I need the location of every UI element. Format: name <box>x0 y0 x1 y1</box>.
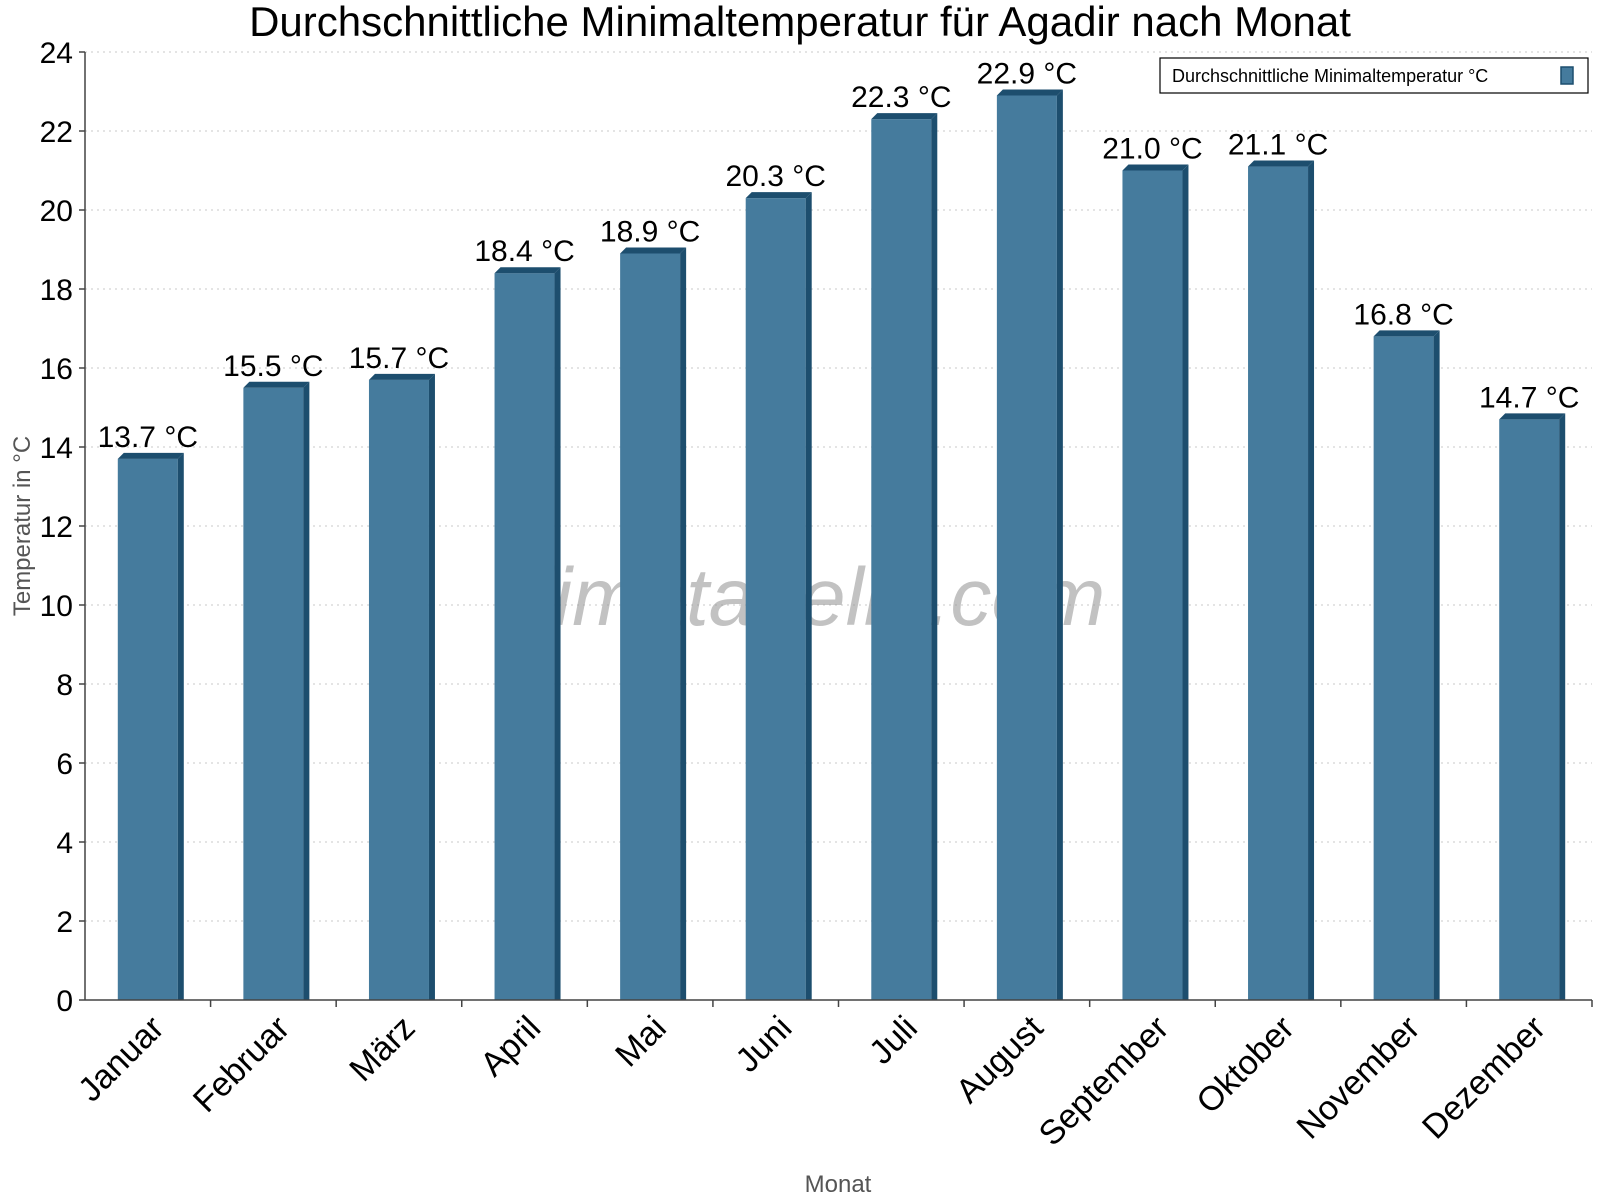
legend: Durchschnittliche Minimaltemperatur °C <box>1159 57 1589 94</box>
data-labels: 13.7 °C 15.5 °C 15.7 °C 18.4 °C 18.9 °C 20.3 … <box>98 57 1580 453</box>
y-tick-label: 24 <box>40 37 73 70</box>
bar-top-face <box>1248 160 1315 167</box>
bar-side-face <box>1559 413 1566 1001</box>
y-tick-label: 22 <box>40 116 73 149</box>
grid-lines <box>85 51 1592 922</box>
x-tick-label: Oktober <box>1189 1009 1301 1121</box>
x-tick-label: März <box>342 1009 422 1089</box>
y-tick-label: 4 <box>56 827 73 860</box>
data-label: 14.7 °C <box>1479 381 1579 414</box>
data-label: 16.8 °C <box>1353 298 1453 331</box>
bar-side-face <box>554 267 561 1000</box>
y-tick-label: 8 <box>56 669 73 702</box>
y-tick-label: 10 <box>40 590 73 623</box>
data-label: 21.0 °C <box>1102 133 1202 166</box>
x-tick-label: Dezember <box>1415 1009 1553 1147</box>
bar-side-face <box>1056 89 1063 1000</box>
x-tick-label: Januar <box>71 1009 171 1109</box>
bar-top-face <box>745 192 812 199</box>
y-axis-label: Temperatur in °C <box>9 436 36 616</box>
bar-side-face <box>428 373 435 1001</box>
data-label: 18.9 °C <box>600 215 700 248</box>
bar-side-face <box>931 113 938 1000</box>
bar <box>1122 170 1183 1000</box>
bar <box>243 387 304 1000</box>
bar <box>996 95 1057 1000</box>
bar-top-face <box>368 373 435 380</box>
y-tick-label: 0 <box>56 985 73 1018</box>
bar-top-face <box>996 89 1063 96</box>
bar <box>1499 419 1560 1001</box>
legend-swatch <box>1560 66 1574 85</box>
bars <box>117 89 1566 1001</box>
x-tick-label: September <box>1032 1009 1176 1153</box>
bar-side-face <box>805 192 812 1000</box>
bar <box>368 379 429 1001</box>
bar-top-face <box>243 381 310 388</box>
bar-top-face <box>117 452 184 459</box>
y-tick-label: 18 <box>40 274 73 307</box>
y-tick-label: 14 <box>40 432 73 465</box>
y-tick-label: 12 <box>40 511 73 544</box>
bar-side-face <box>177 452 184 1001</box>
x-tick-label: Februar <box>186 1009 297 1120</box>
y-tick-label: 2 <box>56 906 73 939</box>
y-tick-label: 16 <box>40 353 73 386</box>
x-tick-label: Juni <box>728 1009 799 1080</box>
legend-label: Durchschnittliche Minimaltemperatur °C <box>1172 66 1488 86</box>
bar-top-face <box>620 247 687 254</box>
x-tick-label: November <box>1290 1009 1428 1147</box>
bar <box>871 119 932 1000</box>
bar <box>745 198 806 1000</box>
y-tick-label: 6 <box>56 748 73 781</box>
bar-side-face <box>303 381 310 1000</box>
x-tick-label: August <box>949 1008 1051 1110</box>
x-tick-label: Mai <box>608 1009 674 1075</box>
bar <box>620 253 681 1000</box>
data-label: 21.1 °C <box>1228 129 1328 162</box>
bar-side-face <box>1308 160 1315 1001</box>
bar <box>117 458 178 1001</box>
data-label: 22.3 °C <box>851 81 951 114</box>
bar-top-face <box>1122 164 1189 171</box>
x-tick-label: April <box>473 1009 548 1084</box>
bar-side-face <box>1433 330 1440 1000</box>
bar <box>1248 166 1309 1001</box>
bar-top-face <box>494 267 561 274</box>
data-label: 18.4 °C <box>474 235 574 268</box>
bar-side-face <box>1182 164 1189 1000</box>
bar-top-face <box>871 113 938 120</box>
data-label: 13.7 °C <box>98 421 198 454</box>
data-label: 22.9 °C <box>977 57 1077 90</box>
data-label: 15.7 °C <box>349 342 449 375</box>
data-label: 20.3 °C <box>726 160 826 193</box>
x-axis-label: Monat <box>805 1171 872 1198</box>
bar-top-face <box>1373 330 1440 337</box>
x-tick-label: Juli <box>862 1009 925 1072</box>
data-label: 15.5 °C <box>223 350 323 383</box>
bar-side-face <box>680 247 687 1000</box>
y-tick-label: 20 <box>40 195 73 228</box>
chart-title: Durchschnittliche Minimaltemperatur für … <box>249 0 1351 45</box>
bar-top-face <box>1499 413 1566 420</box>
legend-box <box>1159 57 1589 94</box>
bar <box>494 273 555 1000</box>
x-axis-ticks: Januar Februar März April Mai Juni Juli AugustS… <box>71 1000 1593 1153</box>
bar <box>1373 336 1434 1000</box>
